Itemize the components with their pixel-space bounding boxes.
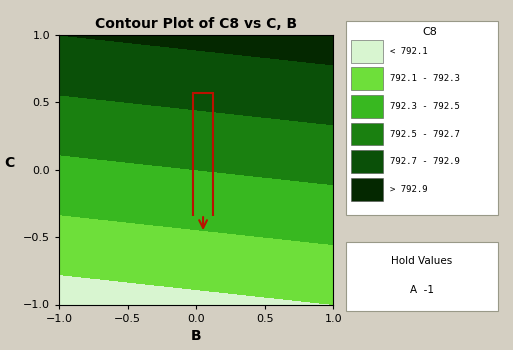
Y-axis label: C: C (4, 156, 14, 170)
Text: > 792.9: > 792.9 (390, 184, 427, 194)
Text: C8: C8 (423, 28, 438, 37)
Text: Hold Values: Hold Values (391, 256, 452, 266)
X-axis label: B: B (191, 329, 202, 343)
FancyBboxPatch shape (351, 40, 383, 63)
FancyBboxPatch shape (351, 68, 383, 90)
FancyBboxPatch shape (351, 95, 383, 118)
FancyBboxPatch shape (351, 177, 383, 201)
FancyBboxPatch shape (351, 122, 383, 146)
Text: 792.1 - 792.3: 792.1 - 792.3 (390, 75, 460, 83)
Title: Contour Plot of C8 vs C, B: Contour Plot of C8 vs C, B (95, 17, 298, 31)
Text: 792.3 - 792.5: 792.3 - 792.5 (390, 102, 460, 111)
Text: 792.7 - 792.9: 792.7 - 792.9 (390, 157, 460, 166)
FancyBboxPatch shape (346, 21, 498, 215)
Text: 792.5 - 792.7: 792.5 - 792.7 (390, 130, 460, 139)
Text: A  -1: A -1 (410, 285, 434, 295)
FancyBboxPatch shape (346, 242, 498, 311)
FancyBboxPatch shape (351, 150, 383, 173)
Text: < 792.1: < 792.1 (390, 47, 427, 56)
